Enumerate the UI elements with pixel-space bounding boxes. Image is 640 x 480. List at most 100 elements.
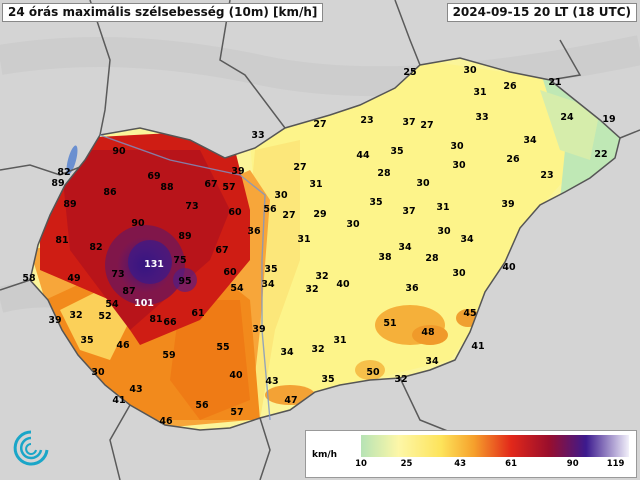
- station-value: 30: [452, 268, 466, 279]
- station-value: 48: [421, 327, 435, 338]
- station-value: 32: [311, 344, 325, 355]
- station-value: 37: [402, 117, 416, 128]
- station-value: 57: [222, 182, 236, 193]
- station-value: 58: [22, 273, 36, 284]
- station-value: 26: [503, 81, 517, 92]
- station-value: 69: [147, 171, 161, 182]
- station-value: 30: [416, 178, 430, 189]
- map-title: 24 órás maximális szélsebesség (10m) [km…: [2, 3, 324, 22]
- station-value: 31: [436, 202, 450, 213]
- station-value: 60: [228, 207, 242, 218]
- station-value: 36: [405, 283, 419, 294]
- station-value: 46: [159, 416, 173, 427]
- station-value: 73: [111, 269, 125, 280]
- station-value: 34: [425, 356, 439, 367]
- station-value: 59: [162, 350, 176, 361]
- station-value: 39: [48, 315, 62, 326]
- station-value: 43: [129, 384, 143, 395]
- station-value: 30: [437, 226, 451, 237]
- station-value: 60: [223, 267, 237, 278]
- station-value: 34: [280, 347, 294, 358]
- station-value: 35: [321, 374, 335, 385]
- station-value: 41: [112, 395, 126, 406]
- station-value: 38: [378, 252, 392, 263]
- valid-time: 2024-09-15 20 LT (18 UTC): [446, 3, 637, 22]
- station-value: 31: [309, 179, 323, 190]
- station-value: 33: [251, 130, 265, 141]
- station-value: 90: [131, 218, 145, 229]
- station-value: 28: [377, 168, 391, 179]
- station-value: 82: [57, 167, 71, 178]
- station-value: 56: [195, 400, 209, 411]
- station-value: 32: [394, 374, 408, 385]
- station-value: 35: [390, 146, 404, 157]
- station-value: 35: [264, 264, 278, 275]
- station-value: 29: [313, 209, 327, 220]
- station-value: 61: [191, 308, 205, 319]
- station-value: 30: [452, 160, 466, 171]
- station-value: 30: [346, 219, 360, 230]
- station-value: 88: [160, 182, 174, 193]
- legend-tick-label: 43: [454, 459, 467, 469]
- station-value: 101: [134, 298, 154, 309]
- station-value: 73: [185, 201, 199, 212]
- station-value: 90: [112, 146, 126, 157]
- station-value: 26: [506, 154, 520, 165]
- station-value: 81: [55, 235, 69, 246]
- station-value: 40: [502, 262, 516, 273]
- station-value: 27: [293, 162, 307, 173]
- station-value: 47: [284, 395, 298, 406]
- legend-tick-label: 10: [355, 459, 367, 469]
- station-value: 34: [460, 234, 474, 245]
- station-value: 31: [333, 335, 347, 346]
- station-value: 27: [282, 210, 296, 221]
- station-value: 50: [366, 367, 380, 378]
- station-value: 44: [356, 150, 370, 161]
- station-value: 55: [216, 342, 230, 353]
- station-value: 82: [89, 242, 103, 253]
- met-service-logo: [13, 430, 49, 466]
- station-value: 75: [173, 255, 187, 266]
- legend: km/h 10 25 43 61 90 119: [305, 430, 637, 478]
- legend-tick-label: 25: [400, 459, 413, 469]
- station-value: 39: [501, 199, 515, 210]
- station-value: 35: [80, 335, 94, 346]
- station-value: 86: [103, 187, 117, 198]
- station-value: 27: [313, 119, 327, 130]
- station-value: 89: [51, 178, 65, 189]
- station-value: 23: [540, 170, 554, 181]
- station-value: 35: [369, 197, 383, 208]
- station-value: 39: [252, 324, 266, 335]
- station-value: 54: [230, 283, 244, 294]
- station-value: 43: [265, 376, 279, 387]
- station-value: 28: [425, 253, 439, 264]
- legend-colorbar: [361, 435, 629, 457]
- station-value: 95: [178, 276, 192, 287]
- station-value: 49: [67, 273, 81, 284]
- station-value: 22: [594, 149, 608, 160]
- station-value: 31: [297, 234, 311, 245]
- station-value: 27: [420, 120, 434, 131]
- station-value: 23: [360, 115, 374, 126]
- station-value: 57: [230, 407, 244, 418]
- station-value: 32: [315, 271, 329, 282]
- station-value: 34: [523, 135, 537, 146]
- legend-tick-label: 61: [505, 459, 517, 469]
- legend-tick-label: 90: [566, 459, 579, 469]
- station-value: 46: [116, 340, 130, 351]
- station-value: 40: [336, 279, 350, 290]
- station-value: 66: [163, 317, 177, 328]
- station-value: 33: [475, 112, 489, 123]
- station-value: 51: [383, 318, 397, 329]
- station-value: 41: [471, 341, 485, 352]
- station-value: 30: [463, 65, 477, 76]
- station-value: 30: [274, 190, 288, 201]
- station-value: 36: [247, 226, 261, 237]
- station-value: 81: [149, 314, 163, 325]
- station-value: 24: [560, 112, 574, 123]
- station-value: 30: [450, 141, 464, 152]
- station-value: 34: [261, 279, 275, 290]
- station-value: 67: [215, 245, 229, 256]
